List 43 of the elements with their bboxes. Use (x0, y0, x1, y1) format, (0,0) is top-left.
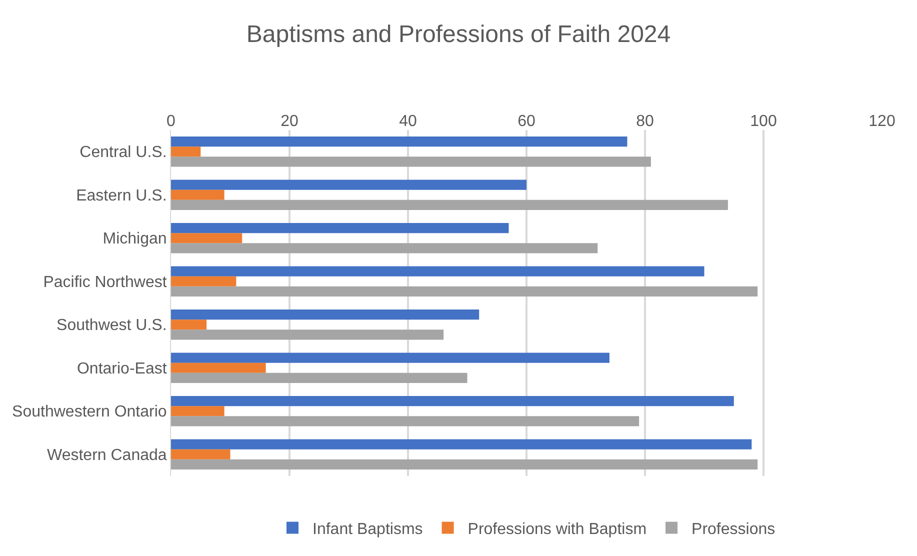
y-tick-label: Pacific Northwest (43, 274, 168, 291)
x-tick-label: 20 (280, 112, 298, 130)
bar (171, 309, 480, 320)
bar (171, 276, 236, 286)
y-tick-label: Eastern U.S. (76, 187, 167, 204)
y-tick-label: Southwest U.S. (56, 317, 167, 334)
bar (171, 330, 444, 340)
y-tick-label: Western Canada (47, 446, 167, 464)
bar (171, 459, 758, 470)
chart-title: Baptisms and Professions of Faith 2024 (246, 20, 671, 48)
bar (171, 352, 610, 363)
bar (171, 416, 640, 426)
bar (171, 200, 728, 210)
bar (171, 320, 207, 330)
x-tick-label: 40 (399, 112, 417, 130)
bar (171, 190, 224, 200)
y-tick-label: Ontario-East (76, 360, 168, 378)
bar (171, 243, 598, 254)
bar (171, 286, 758, 297)
bar (171, 156, 651, 167)
legend-label: Infant Baptisms (312, 521, 423, 538)
x-tick-label: 80 (636, 112, 654, 130)
x-tick-label: 0 (166, 112, 176, 130)
x-tick-label: 100 (750, 112, 777, 130)
bar (171, 180, 526, 190)
bar (171, 266, 704, 276)
bar (171, 439, 752, 450)
y-tick-label: Michigan (102, 230, 167, 248)
legend-label: Professions with Baptism (468, 521, 647, 538)
y-tick-label: Southwestern Ontario (12, 404, 167, 421)
bar (171, 146, 201, 157)
legend-label: Professions (692, 521, 776, 538)
bar (171, 136, 628, 147)
y-tick-label: Central U.S. (80, 144, 167, 162)
bar (171, 233, 242, 244)
bar (171, 372, 468, 384)
x-tick-label: 120 (868, 112, 896, 130)
bar (171, 222, 509, 234)
bar (171, 449, 230, 460)
bar (171, 396, 734, 406)
bar (171, 406, 224, 416)
bar (171, 362, 266, 373)
x-tick-label: 60 (518, 112, 536, 130)
